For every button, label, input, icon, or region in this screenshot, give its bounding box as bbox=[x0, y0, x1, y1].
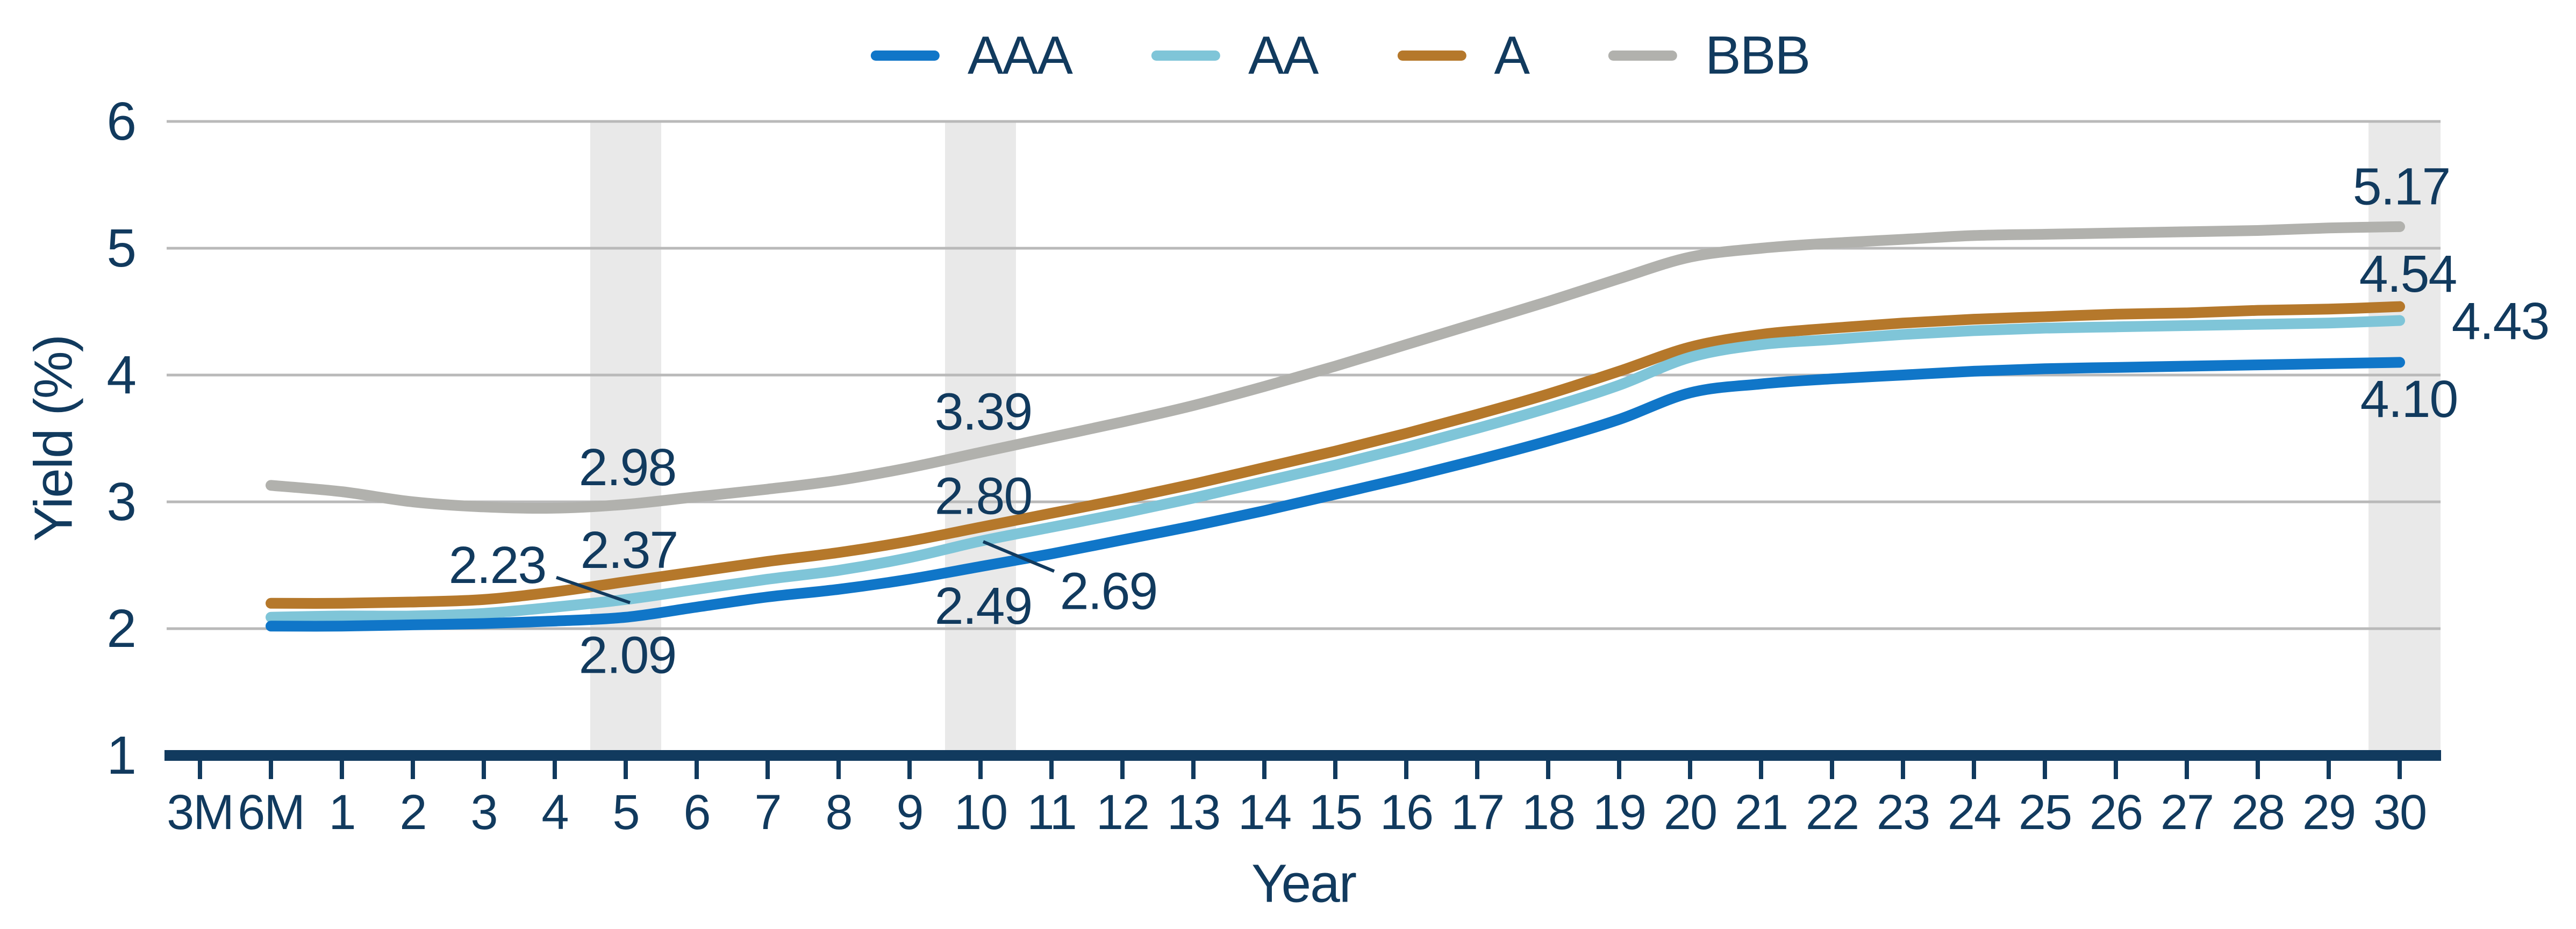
y-tick-label-3: 3 bbox=[106, 472, 135, 532]
annotation-a-10y: 2.80 bbox=[935, 467, 1032, 525]
y-tick-label-4: 4 bbox=[106, 345, 135, 405]
x-tick-label-6M: 6M bbox=[238, 785, 304, 840]
x-tick-label-7: 7 bbox=[754, 785, 781, 840]
x-tick-label-3M: 3M bbox=[167, 785, 233, 840]
annotation-aa-30y: 4.43 bbox=[2452, 292, 2549, 350]
x-tick-label-17: 17 bbox=[1451, 785, 1504, 840]
x-tick-label-13: 13 bbox=[1167, 785, 1220, 840]
x-tick-label-24: 24 bbox=[1948, 785, 2000, 840]
annotation-bbb-10y: 3.39 bbox=[935, 382, 1032, 441]
x-tick-label-9: 9 bbox=[896, 785, 922, 840]
y-tick-label-2: 2 bbox=[106, 599, 135, 659]
bbb-line bbox=[266, 221, 2405, 514]
legend: AAA AA A BBB bbox=[870, 25, 1811, 85]
aa-line bbox=[266, 315, 2405, 623]
x-tick-label-8: 8 bbox=[825, 785, 851, 840]
x-tick-label-27: 27 bbox=[2160, 785, 2213, 840]
annotation-aa-10y: 2.69 bbox=[1060, 562, 1157, 621]
annotation-aaa-30y: 4.10 bbox=[2360, 370, 2458, 428]
legend-label-bbb: BBB bbox=[1705, 25, 1811, 85]
x-tick-label-16: 16 bbox=[1380, 785, 1433, 840]
highlight-band-year-30 bbox=[2369, 121, 2441, 750]
legend-label-aaa: AAA bbox=[967, 25, 1073, 85]
x-tick-label-1: 1 bbox=[328, 785, 355, 840]
annotation-bbb-5y: 2.98 bbox=[579, 438, 676, 496]
aaa-line bbox=[266, 357, 2405, 632]
x-tick-label-25: 25 bbox=[2019, 785, 2071, 840]
x-tick-label-29: 29 bbox=[2302, 785, 2355, 840]
a-line bbox=[266, 301, 2405, 609]
x-tick-label-22: 22 bbox=[1806, 785, 1858, 840]
x-axis-title: Year bbox=[1251, 853, 1357, 914]
x-tick-label-20: 20 bbox=[1664, 785, 1716, 840]
annotation-bbb-30y: 5.17 bbox=[2353, 157, 2450, 215]
legend-swatch-a-line bbox=[1397, 50, 1466, 61]
x-tick-label-30: 30 bbox=[2373, 785, 2426, 840]
annotation-aa-5y: 2.23 bbox=[449, 536, 546, 594]
x-tick-label-11: 11 bbox=[1027, 785, 1076, 840]
y-tick-label-1: 1 bbox=[106, 725, 135, 786]
highlight-band-year-5 bbox=[590, 121, 661, 750]
annotation-leader-2.23 bbox=[556, 575, 631, 604]
x-tick-label-2: 2 bbox=[399, 785, 426, 840]
legend-label-a: A bbox=[1494, 25, 1530, 85]
x-tick-label-19: 19 bbox=[1593, 785, 1645, 840]
highlight-band-year-10 bbox=[945, 121, 1016, 750]
y-tick-label-5: 5 bbox=[106, 218, 135, 278]
x-tick-label-23: 23 bbox=[1877, 785, 1929, 840]
legend-label-aa: AA bbox=[1248, 25, 1319, 85]
x-tick-label-21: 21 bbox=[1735, 785, 1787, 840]
x-tick-label-12: 12 bbox=[1096, 785, 1149, 840]
annotation-leader-2.69 bbox=[982, 540, 1055, 573]
x-tick-label-26: 26 bbox=[2090, 785, 2142, 840]
legend-swatch-aa-line bbox=[1151, 50, 1220, 61]
x-tick-label-10: 10 bbox=[954, 785, 1007, 840]
annotation-aaa-10y: 2.49 bbox=[935, 577, 1032, 635]
legend-item-aaa: AAA bbox=[870, 25, 1073, 85]
legend-swatch-aaa-line bbox=[870, 50, 940, 61]
x-tick-label-6: 6 bbox=[683, 785, 710, 840]
annotation-aaa-5y: 2.09 bbox=[579, 625, 676, 684]
legend-item-a: A bbox=[1397, 25, 1530, 85]
x-tick-label-3: 3 bbox=[470, 785, 497, 840]
x-tick-label-4: 4 bbox=[541, 785, 568, 840]
x-tick-label-18: 18 bbox=[1522, 785, 1575, 840]
x-tick-label-5: 5 bbox=[612, 785, 639, 840]
x-tick-label-14: 14 bbox=[1238, 785, 1291, 840]
legend-item-bbb: BBB bbox=[1608, 25, 1811, 85]
x-tick-label-15: 15 bbox=[1309, 785, 1362, 840]
x-tick-label-28: 28 bbox=[2231, 785, 2284, 840]
y-tick-label-6: 6 bbox=[106, 91, 135, 152]
annotation-a-30y: 4.54 bbox=[2359, 244, 2457, 303]
annotation-a-5y: 2.37 bbox=[581, 521, 678, 579]
legend-swatch-bbb-line bbox=[1608, 50, 1678, 61]
legend-item-aa: AA bbox=[1151, 25, 1319, 85]
